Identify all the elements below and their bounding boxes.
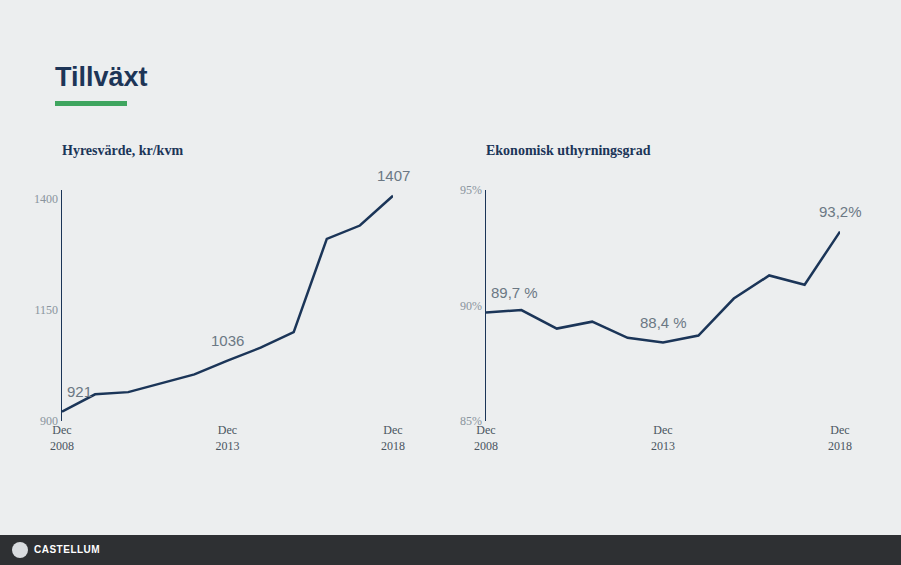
svg-text:Dec2018: Dec2018 [828, 423, 852, 453]
svg-text:88,4 %: 88,4 % [640, 314, 687, 331]
svg-text:921: 921 [67, 383, 92, 400]
svg-text:90%: 90% [460, 299, 482, 313]
svg-text:Dec2018: Dec2018 [381, 423, 405, 453]
svg-text:93,2%: 93,2% [819, 203, 862, 220]
svg-text:Dec2013: Dec2013 [216, 423, 240, 453]
svg-text:Ekonomisk uthyrningsgrad: Ekonomisk uthyrningsgrad [486, 143, 651, 158]
svg-text:Dec2008: Dec2008 [50, 423, 74, 453]
svg-text:Hyresvärde, kr/kvm: Hyresvärde, kr/kvm [62, 143, 183, 158]
svg-text:900: 900 [40, 414, 58, 428]
svg-text:89,7 %: 89,7 % [491, 284, 538, 301]
html-text:Tillväxt: Tillväxt [55, 62, 148, 92]
svg-text:1150: 1150 [35, 303, 59, 317]
html-text:CASTELLUM: CASTELLUM [34, 544, 101, 555]
svg-text:1407: 1407 [377, 167, 410, 184]
svg-text:1036: 1036 [211, 332, 244, 349]
svg-text:Dec2008: Dec2008 [474, 423, 498, 453]
svg-text:1400: 1400 [34, 192, 58, 206]
svg-text:95%: 95% [460, 183, 482, 197]
svg-text:Dec2013: Dec2013 [651, 423, 675, 453]
svg-text:85%: 85% [460, 414, 482, 428]
